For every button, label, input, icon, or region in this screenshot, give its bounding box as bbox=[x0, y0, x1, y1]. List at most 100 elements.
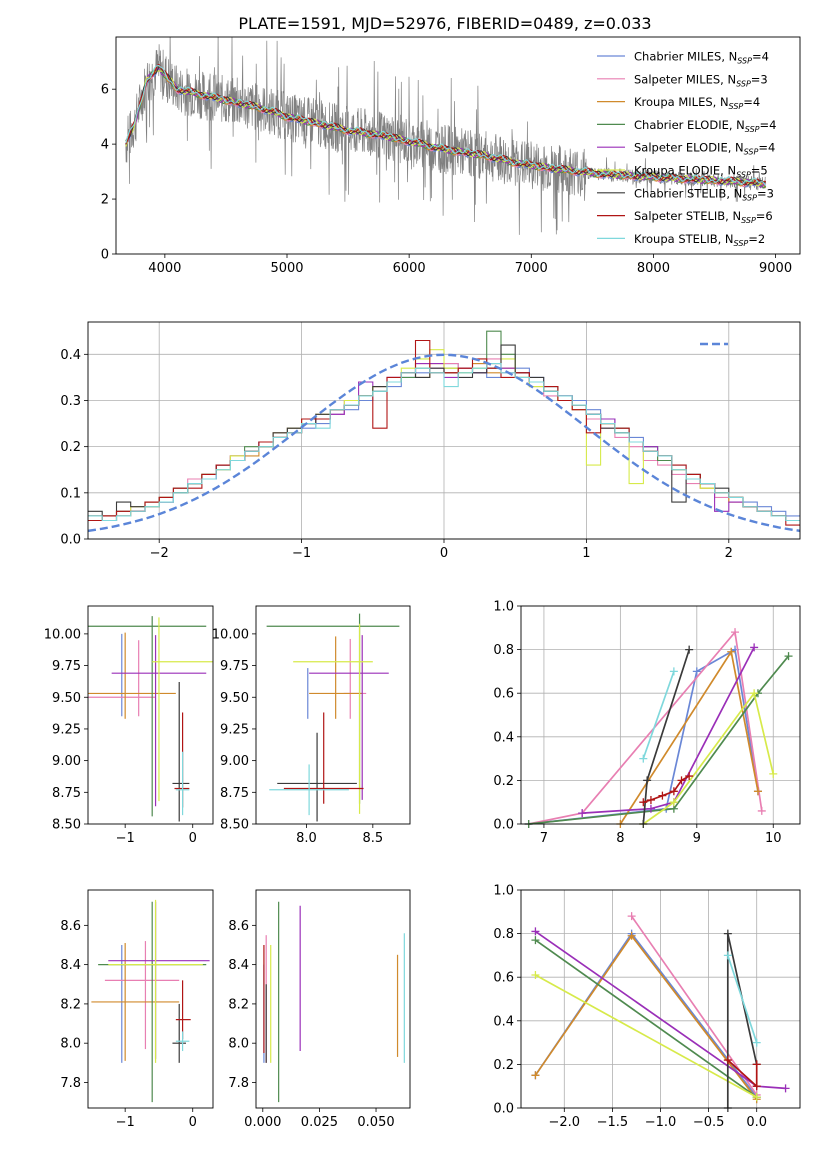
legend-text: Kroupa STELIB, N bbox=[634, 232, 734, 246]
weight-marker bbox=[769, 769, 778, 778]
histograms bbox=[88, 330, 800, 533]
legend-text: Salpeter STELIB, N bbox=[634, 209, 741, 223]
weight-marker bbox=[531, 936, 540, 945]
legend-label: Kroupa MILES, NSSP=4 bbox=[634, 95, 760, 111]
weight-marker bbox=[669, 667, 678, 676]
weight-marker bbox=[752, 1082, 761, 1091]
model-line-5 bbox=[125, 70, 767, 187]
weight-marker bbox=[752, 1093, 761, 1102]
legend-label: Kroupa STELIB, NSSP=2 bbox=[634, 232, 765, 248]
legend-text: Salpeter ELODIE, N bbox=[634, 141, 744, 155]
y-tick-label: 4 bbox=[101, 138, 109, 153]
y-tick-label: 9.75 bbox=[52, 659, 81, 674]
x-tick-label: 10 bbox=[765, 831, 782, 846]
x-tick-label: −1 bbox=[116, 1115, 135, 1130]
y-tick-label: 8.50 bbox=[220, 818, 249, 833]
weight-marker bbox=[646, 804, 655, 813]
axes-frame bbox=[115, 36, 801, 255]
panel-3: 8.0 8.5 8.50 8.75 9.00 9.25 9.50 9.75 10.00 bbox=[212, 605, 411, 846]
weight-marker bbox=[750, 689, 759, 698]
weight-line-2 bbox=[534, 934, 758, 1100]
y-tick-label: 0.2 bbox=[60, 440, 81, 455]
weight-line-1 bbox=[528, 630, 763, 825]
x-tick-label: 0.050 bbox=[357, 1115, 394, 1130]
legend-subscript: SSP bbox=[736, 79, 751, 88]
y-tick-label: 9.00 bbox=[52, 754, 81, 769]
weight-marker bbox=[627, 931, 636, 940]
weight-marker bbox=[752, 1060, 761, 1069]
y-tick-label: 0.4 bbox=[493, 1014, 514, 1029]
legend-label: Salpeter ELODIE, NSSP=4 bbox=[634, 141, 775, 157]
x-tick-label: −1.0 bbox=[645, 1115, 677, 1130]
weight-marker bbox=[669, 798, 678, 807]
legend-suffix: =4 bbox=[752, 50, 769, 64]
legend-label: Chabrier MILES, NSSP=4 bbox=[634, 50, 769, 66]
legend-suffix: =3 bbox=[751, 72, 768, 86]
weight-line-5 bbox=[642, 691, 775, 825]
weight-marker bbox=[731, 628, 740, 637]
weight-marker bbox=[757, 806, 766, 815]
weight-marker bbox=[685, 772, 694, 781]
weight-marker bbox=[658, 791, 667, 800]
y-tick-label: 0.2 bbox=[493, 1058, 514, 1073]
weight-marker bbox=[727, 647, 736, 656]
legend-label: Chabrier ELODIE, NSSP=4 bbox=[634, 118, 776, 134]
legend-subscript: SSP bbox=[729, 102, 744, 111]
y-tick-label: 0.2 bbox=[493, 774, 514, 789]
legend-subscript: SSP bbox=[734, 239, 749, 248]
weight-line-7 bbox=[727, 1059, 758, 1089]
x-tick-label: 9000 bbox=[759, 261, 792, 276]
y-tick-label: 9.50 bbox=[52, 691, 81, 706]
legend-label: Salpeter STELIB, NSSP=6 bbox=[634, 209, 773, 225]
x-tick-label: 0 bbox=[440, 546, 448, 561]
weight-marker bbox=[781, 1084, 790, 1093]
axes-frame bbox=[520, 889, 801, 1109]
legend-suffix: =4 bbox=[743, 95, 760, 109]
legend-suffix: =3 bbox=[757, 186, 774, 200]
legend-text: Chabrier STELIB, N bbox=[634, 186, 742, 200]
y-tick-label: 8.4 bbox=[60, 958, 81, 973]
weight-marker bbox=[639, 798, 648, 807]
panel-0: 4000 5000 6000 7000 8000 9000 0 2 4 6 Chabrier MIL… bbox=[101, 36, 801, 276]
x-tick-label: 1 bbox=[582, 546, 590, 561]
legend-text: Kroupa MILES, N bbox=[634, 95, 729, 109]
y-tick-label: 0 bbox=[101, 248, 109, 263]
y-tick-label: 8.50 bbox=[52, 818, 81, 833]
spectrum-lines bbox=[125, 37, 767, 235]
x-tick-label: 7000 bbox=[515, 261, 548, 276]
weight-marker bbox=[723, 951, 732, 960]
x-tick-label: −1 bbox=[292, 546, 311, 561]
x-tick-label: 5000 bbox=[270, 261, 303, 276]
x-tick-label: 6000 bbox=[393, 261, 426, 276]
x-tick-label: 0.000 bbox=[244, 1115, 281, 1130]
weight-line-8 bbox=[726, 955, 758, 1043]
legend-subscript: SSP bbox=[742, 193, 757, 202]
panel-2: −1 0 8.50 8.75 9.00 9.25 9.50 9.75 10.00 bbox=[44, 605, 214, 846]
axes-frame bbox=[87, 605, 214, 825]
y-tick-label: 8.0 bbox=[228, 1037, 249, 1052]
y-tick-label: 7.8 bbox=[228, 1076, 249, 1091]
y-tick-label: 0.8 bbox=[493, 643, 514, 658]
x-tick-label: 8.0 bbox=[296, 831, 317, 846]
x-tick-label: 8000 bbox=[637, 261, 670, 276]
errorbars bbox=[88, 616, 213, 822]
weight-marker bbox=[531, 1071, 540, 1080]
y-tick-label: 0.6 bbox=[493, 687, 514, 702]
legend-text: Kroupa ELODIE, N bbox=[634, 164, 736, 178]
y-tick-label: 1.0 bbox=[493, 600, 514, 615]
weight-line-2 bbox=[619, 649, 759, 825]
weight-marker bbox=[750, 643, 759, 652]
y-tick-label: 10.00 bbox=[212, 627, 249, 642]
panel-1: −2 −1 0 1 2 0.0 0.1 0.2 0.3 0.4 bbox=[60, 321, 801, 561]
legend-suffix: =5 bbox=[751, 164, 768, 178]
y-tick-label: 8.0 bbox=[60, 1037, 81, 1052]
x-tick-label: 0.025 bbox=[301, 1115, 338, 1130]
y-tick-label: 0.1 bbox=[60, 486, 81, 501]
weight-marker bbox=[685, 645, 694, 654]
y-tick-label: 0.0 bbox=[493, 1102, 514, 1117]
x-tick-label: 4000 bbox=[148, 261, 181, 276]
legend-suffix: =4 bbox=[758, 141, 775, 155]
weight-line-4 bbox=[582, 647, 755, 814]
weight-lines bbox=[524, 628, 793, 828]
